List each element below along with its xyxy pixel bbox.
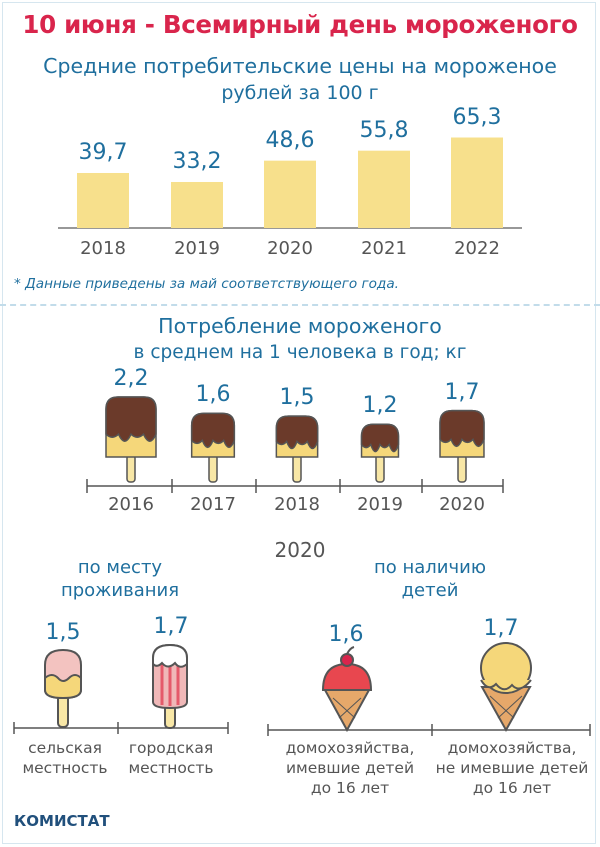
price-value-2021: 55,8 xyxy=(359,117,409,143)
residence-heading-line2: проживания xyxy=(60,580,180,601)
without-children-value: 1,7 xyxy=(483,616,519,641)
without-children-caption-line1: домохозяйства, xyxy=(447,739,577,757)
popsicle-2020 xyxy=(439,409,485,483)
price-bar-2018 xyxy=(77,172,129,228)
price-year-2019: 2019 xyxy=(174,238,220,259)
consumption-value-2020: 1,7 xyxy=(444,379,480,405)
popsicle-2019 xyxy=(360,423,400,483)
urban-value: 1,7 xyxy=(153,614,189,639)
price-bar-2021 xyxy=(358,150,410,228)
consumption-chart-title: Потребление мороженого xyxy=(158,314,442,338)
residence-heading-line1: по месту xyxy=(77,557,163,578)
price-value-2018: 39,7 xyxy=(78,139,128,165)
rural-caption: сельская местность xyxy=(10,738,120,778)
residence-heading: по месту проживания xyxy=(40,556,200,602)
price-chart-subtitle: рублей за 100 г xyxy=(221,82,379,104)
consumption-year-2020: 2020 xyxy=(439,494,485,515)
consumption-year-2019: 2019 xyxy=(357,494,403,515)
consumption-value-2018: 1,5 xyxy=(279,385,315,411)
price-chart-title: Средние потребительские цены на морожено… xyxy=(43,54,557,78)
popsicle-2017 xyxy=(190,412,236,483)
without-children-caption-line2: не имевшие детей xyxy=(435,759,589,777)
urban-caption-line1: городская xyxy=(128,739,214,757)
section-divider xyxy=(0,304,600,306)
with-children-caption-line2: имевшие детей xyxy=(285,759,415,777)
without-children-caption-line3: до 16 лет xyxy=(472,779,552,797)
children-heading-line2: детей xyxy=(401,580,459,601)
price-value-2022: 65,3 xyxy=(452,104,502,130)
consumption-value-2019: 1,2 xyxy=(362,393,398,419)
with-children-value: 1,6 xyxy=(328,622,364,647)
cherry-cone-icon xyxy=(321,646,373,733)
rural-popsicle-icon xyxy=(44,648,82,728)
urban-popsicle-icon xyxy=(152,643,188,729)
children-heading: по наличию детей xyxy=(350,556,510,602)
rural-caption-line2: местность xyxy=(22,759,108,777)
consumption-year-2018: 2018 xyxy=(274,494,320,515)
price-note: * Данные приведены за май соответствующе… xyxy=(14,276,399,292)
vanilla-cone-icon xyxy=(480,642,532,733)
without-children-caption: домохозяйства, не имевшие детей до 16 ле… xyxy=(432,738,592,798)
rural-value: 1,5 xyxy=(45,620,81,645)
page-title: 10 июня - Всемирный день мороженого xyxy=(22,10,578,39)
consumption-chart-subtitle: в среднем на 1 человека в год; кг xyxy=(133,342,467,363)
popsicle-2016 xyxy=(105,396,157,483)
consumption-year-2017: 2017 xyxy=(190,494,236,515)
price-year-2021: 2021 xyxy=(361,238,407,259)
price-year-2020: 2020 xyxy=(267,238,313,259)
source-brand: КОМИСТАТ xyxy=(14,812,110,830)
price-value-2019: 33,2 xyxy=(172,148,222,174)
price-bar-2022 xyxy=(451,137,503,228)
with-children-caption-line3: до 16 лет xyxy=(310,779,390,797)
price-value-2020: 48,6 xyxy=(265,127,315,153)
popsicle-2018 xyxy=(275,415,319,483)
price-bar-2019 xyxy=(171,181,223,228)
urban-caption: городская местность xyxy=(116,738,226,778)
price-bar-2020 xyxy=(264,160,316,228)
with-children-caption: домохозяйства, имевшие детей до 16 лет xyxy=(270,738,430,798)
urban-caption-line2: местность xyxy=(128,759,214,777)
price-year-2022: 2022 xyxy=(454,238,500,259)
rural-caption-line1: сельская xyxy=(28,739,102,757)
consumption-value-2017: 1,6 xyxy=(195,382,231,408)
price-year-2018: 2018 xyxy=(80,238,126,259)
consumption-year-2016: 2016 xyxy=(108,494,154,515)
with-children-caption-line1: домохозяйства, xyxy=(285,739,415,757)
breakdown-year: 2020 xyxy=(274,538,326,562)
children-heading-line1: по наличию xyxy=(374,557,486,578)
consumption-value-2016: 2,2 xyxy=(113,366,149,391)
